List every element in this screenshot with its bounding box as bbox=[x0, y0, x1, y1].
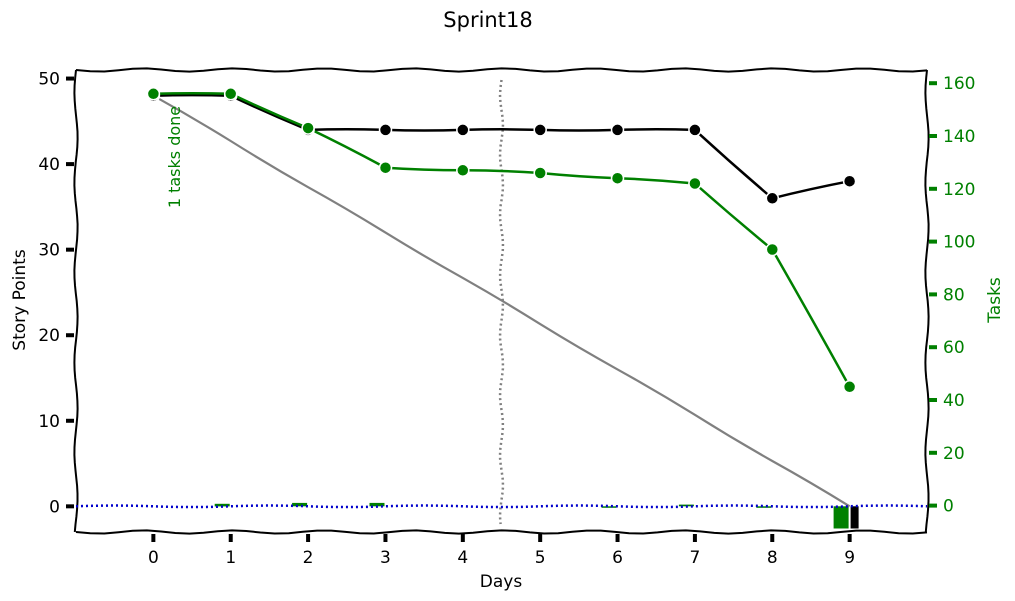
done-tasks-bar bbox=[214, 503, 230, 507]
series-point-0 bbox=[842, 174, 857, 188]
y-tick-label-left: 20 bbox=[38, 326, 60, 346]
chart-title: Sprint18 bbox=[443, 8, 532, 32]
series-point-1 bbox=[533, 166, 547, 180]
series-point-1 bbox=[223, 87, 238, 101]
x-axis: 0 1 2 3 4 5 6 7 8 9 bbox=[148, 534, 855, 568]
y-axis-label-left: Story Points bbox=[10, 249, 30, 351]
series-point-0 bbox=[688, 123, 702, 137]
x-tick-label: 8 bbox=[767, 548, 778, 568]
y-tick-label-right: 0 bbox=[943, 497, 954, 517]
series-line-2 bbox=[152, 94, 851, 508]
x-tick-label: 9 bbox=[844, 548, 855, 568]
series-line-1 bbox=[153, 91, 851, 388]
series-points bbox=[146, 87, 857, 394]
series-point-1 bbox=[456, 163, 470, 178]
y-tick-label-right: 100 bbox=[943, 233, 975, 253]
series-point-1 bbox=[146, 87, 161, 101]
series-point-1 bbox=[378, 160, 393, 175]
x-tick-label: 0 bbox=[148, 548, 159, 568]
x-tick-label: 5 bbox=[535, 548, 546, 568]
y-tick-label-left: 0 bbox=[49, 497, 60, 517]
y-tick-label-left: 40 bbox=[38, 155, 60, 175]
done-tasks-bar bbox=[369, 502, 385, 507]
y-axis-left: 0 10 20 30 40 50 bbox=[38, 70, 74, 517]
frame-left bbox=[73, 69, 79, 533]
y-tick-label-right: 80 bbox=[943, 285, 965, 305]
done-tasks-bar bbox=[833, 506, 849, 529]
x-tick-label: 2 bbox=[303, 548, 314, 568]
y-tick-label-right: 140 bbox=[943, 127, 975, 147]
series-point-1 bbox=[765, 242, 780, 257]
done-tasks-bar bbox=[601, 506, 617, 508]
y-axis-right: 0 20 40 60 80 100 120 140 160 bbox=[929, 74, 975, 517]
y-tick-label-left: 30 bbox=[38, 241, 60, 261]
done-tasks-bar bbox=[756, 506, 772, 508]
series-point-1 bbox=[301, 121, 315, 135]
series-point-0 bbox=[533, 123, 547, 137]
plot-frame bbox=[73, 67, 930, 535]
y-axis-label-right: Tasks bbox=[985, 277, 1005, 324]
y-tick-label-left: 10 bbox=[38, 412, 60, 432]
x-tick-label: 1 bbox=[225, 548, 236, 568]
y-tick-label-right: 160 bbox=[943, 74, 975, 94]
x-axis-label: Days bbox=[480, 572, 523, 592]
done-points-bar bbox=[850, 506, 859, 529]
done-tasks-bar bbox=[292, 502, 308, 507]
series-point-0 bbox=[378, 123, 393, 137]
x-tick-label: 3 bbox=[380, 548, 391, 568]
x-tick-label: 6 bbox=[612, 548, 623, 568]
y-tick-label-right: 120 bbox=[943, 180, 975, 200]
x-tick-label: 4 bbox=[457, 548, 468, 568]
series-point-1 bbox=[688, 176, 702, 191]
series-lines bbox=[75, 91, 928, 509]
y-tick-label-right: 20 bbox=[943, 444, 965, 464]
series-line-0 bbox=[153, 93, 850, 200]
y-tick-label-left: 50 bbox=[38, 70, 60, 90]
series-line-3 bbox=[75, 504, 928, 509]
x-tick-label: 7 bbox=[689, 548, 700, 568]
series-point-1 bbox=[842, 380, 857, 394]
tasks-done-annotation: 1 tasks done bbox=[165, 106, 184, 208]
series-point-0 bbox=[456, 123, 470, 137]
series-point-0 bbox=[765, 191, 780, 206]
y-tick-label-right: 40 bbox=[943, 391, 965, 411]
series-point-0 bbox=[610, 123, 625, 137]
frame-top bbox=[75, 67, 928, 73]
y-tick-label-right: 60 bbox=[943, 338, 965, 358]
series-point-1 bbox=[610, 171, 625, 185]
frame-right bbox=[924, 69, 930, 533]
frame-bottom bbox=[75, 529, 928, 535]
